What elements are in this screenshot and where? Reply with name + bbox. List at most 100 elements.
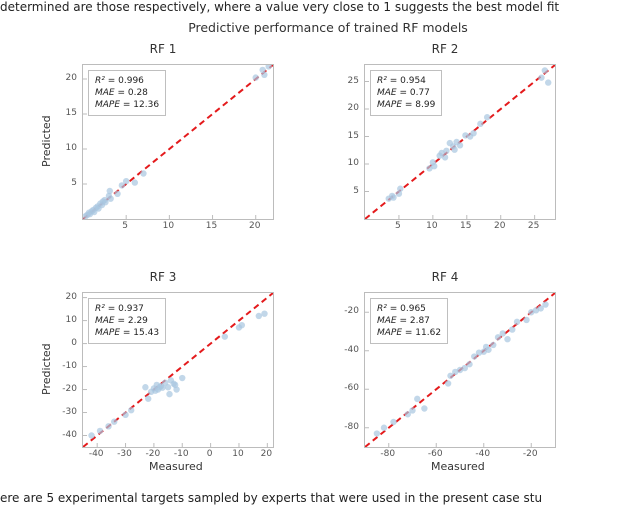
data-point bbox=[239, 322, 245, 328]
data-point bbox=[542, 301, 548, 307]
metric-label_r2: R² = 0.954 bbox=[377, 75, 435, 87]
y-tick: 20 bbox=[48, 292, 77, 302]
data-point bbox=[484, 114, 490, 120]
y-tick: 15 bbox=[330, 131, 359, 141]
metrics-box: R² = 0.954MAE = 0.77MAPE = 8.99 bbox=[370, 70, 442, 116]
data-point bbox=[265, 65, 271, 70]
data-point bbox=[542, 67, 548, 73]
data-point bbox=[261, 310, 267, 316]
panel-rf2: RF 2510152025510152025R² = 0.954MAE = 0.… bbox=[330, 60, 560, 240]
context-text-bottom: ere are 5 experimental targets sampled b… bbox=[0, 491, 640, 505]
metric-label_r2: R² = 0.996 bbox=[95, 75, 159, 87]
data-point bbox=[114, 191, 120, 197]
y-tick: -30 bbox=[48, 407, 77, 417]
metric-label_r2: R² = 0.937 bbox=[95, 303, 159, 315]
x-tick: 10 bbox=[163, 221, 174, 231]
data-point bbox=[443, 148, 449, 154]
data-point bbox=[504, 336, 510, 342]
data-point bbox=[485, 347, 491, 353]
data-point bbox=[451, 147, 457, 153]
data-point bbox=[132, 179, 138, 185]
panel-title: RF 3 bbox=[48, 270, 278, 284]
y-tick: 20 bbox=[48, 73, 77, 83]
data-point bbox=[140, 170, 146, 176]
data-point bbox=[390, 194, 396, 200]
data-point bbox=[466, 361, 472, 367]
data-point bbox=[421, 405, 427, 411]
data-point bbox=[222, 333, 228, 339]
metric-label_mape: MAPE = 11.62 bbox=[377, 327, 441, 339]
panel-title: RF 4 bbox=[330, 270, 560, 284]
x-tick: 5 bbox=[395, 221, 401, 231]
data-point bbox=[442, 154, 448, 160]
x-tick: -40 bbox=[475, 449, 490, 459]
metric-label_mae: MAE = 2.87 bbox=[377, 315, 441, 327]
data-point bbox=[545, 79, 551, 85]
y-tick: -80 bbox=[330, 422, 359, 432]
y-tick: 10 bbox=[48, 315, 77, 325]
data-point bbox=[128, 407, 134, 413]
panel-title: RF 2 bbox=[330, 42, 560, 56]
x-tick: -40 bbox=[89, 449, 104, 459]
data-point bbox=[397, 186, 403, 192]
data-point bbox=[390, 419, 396, 425]
y-tick: -60 bbox=[330, 383, 359, 393]
x-tick: 0 bbox=[207, 449, 213, 459]
data-point bbox=[107, 188, 113, 194]
data-point bbox=[256, 313, 262, 319]
data-point bbox=[381, 425, 387, 431]
data-point bbox=[165, 384, 171, 390]
data-point bbox=[490, 342, 496, 348]
data-point bbox=[431, 163, 437, 169]
x-tick: -30 bbox=[117, 449, 132, 459]
metrics-box: R² = 0.996MAE = 0.28MAPE = 12.36 bbox=[88, 70, 166, 116]
x-tick: 20 bbox=[261, 449, 272, 459]
data-point bbox=[122, 412, 128, 418]
data-point bbox=[509, 326, 515, 332]
data-point bbox=[409, 407, 415, 413]
x-tick: -10 bbox=[174, 449, 189, 459]
data-point bbox=[97, 428, 103, 434]
x-tick: 15 bbox=[460, 221, 471, 231]
y-axis-label: Predicted bbox=[40, 343, 53, 395]
x-tick: -60 bbox=[428, 449, 443, 459]
y-tick: -20 bbox=[330, 306, 359, 316]
y-axis-label: Predicted bbox=[40, 115, 53, 167]
data-point bbox=[253, 74, 259, 80]
y-tick: 25 bbox=[330, 76, 359, 86]
data-point bbox=[500, 330, 506, 336]
metric-label_mape: MAPE = 12.36 bbox=[95, 99, 159, 111]
y-tick: -40 bbox=[48, 430, 77, 440]
data-point bbox=[523, 317, 529, 323]
x-axis-label: Measured bbox=[149, 460, 203, 473]
x-tick: 20 bbox=[249, 221, 260, 231]
x-tick: 25 bbox=[528, 221, 539, 231]
x-tick: 10 bbox=[426, 221, 437, 231]
metric-label_mae: MAE = 0.28 bbox=[95, 87, 159, 99]
panel-rf4: RF 4-80-60-40-20-80-60-40-20MeasuredR² =… bbox=[330, 288, 560, 468]
data-point bbox=[445, 380, 451, 386]
metric-label_r2: R² = 0.965 bbox=[377, 303, 441, 315]
data-point bbox=[105, 423, 111, 429]
y-tick: -40 bbox=[330, 345, 359, 355]
data-point bbox=[166, 391, 172, 397]
data-point bbox=[374, 430, 380, 436]
metric-label_mape: MAPE = 8.99 bbox=[377, 99, 435, 111]
x-tick: -80 bbox=[380, 449, 395, 459]
metric-label_mae: MAE = 2.29 bbox=[95, 315, 159, 327]
data-point bbox=[179, 375, 185, 381]
x-tick: 10 bbox=[232, 449, 243, 459]
x-tick: 5 bbox=[122, 221, 128, 231]
data-point bbox=[259, 67, 265, 73]
data-point bbox=[111, 419, 117, 425]
y-tick: 10 bbox=[330, 158, 359, 168]
data-point bbox=[477, 121, 483, 127]
y-tick: 20 bbox=[330, 103, 359, 113]
panel-rf3: RF 3-40-30-20-1001020-40-30-20-1001020Me… bbox=[48, 288, 278, 468]
metrics-box: R² = 0.937MAE = 2.29MAPE = 15.43 bbox=[88, 298, 166, 344]
context-text-top: determined are those respectively, where… bbox=[0, 0, 640, 14]
data-point bbox=[145, 396, 151, 402]
data-point bbox=[142, 384, 148, 390]
data-point bbox=[514, 319, 520, 325]
metric-label_mae: MAE = 0.77 bbox=[377, 87, 435, 99]
